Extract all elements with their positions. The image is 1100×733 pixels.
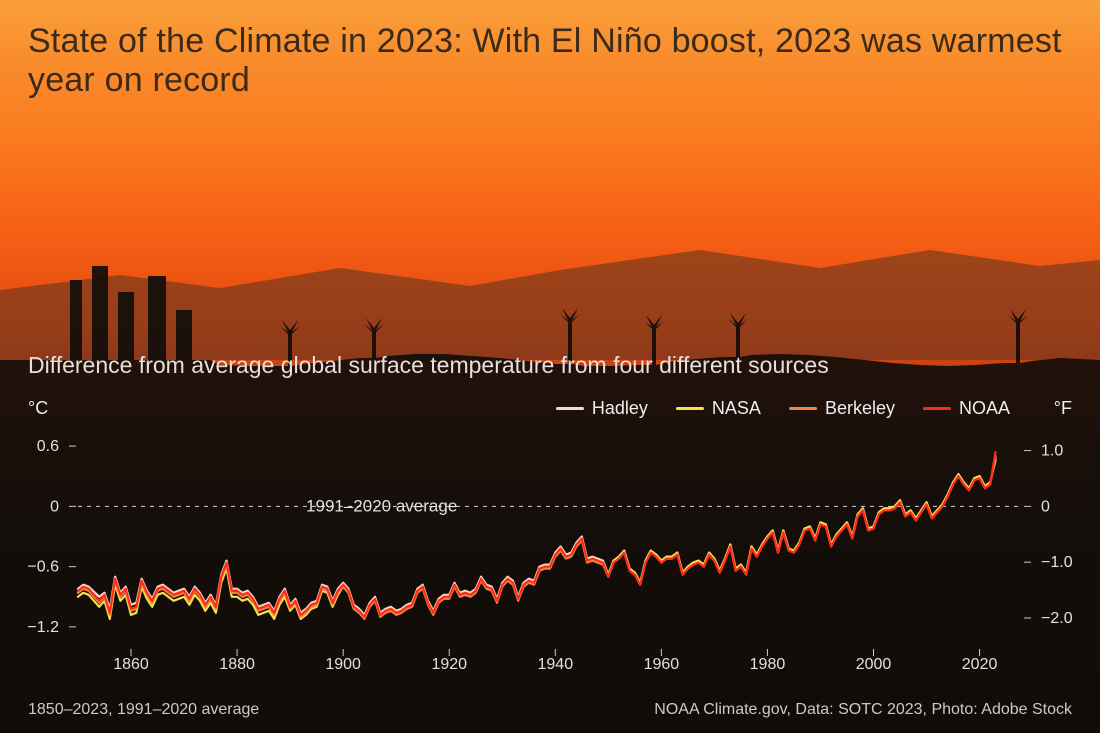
y-tick-right: 0	[1041, 498, 1050, 515]
series-noaa	[78, 452, 996, 617]
y-tick-left: −1.2	[27, 619, 59, 636]
y-tick-left: 0.6	[37, 438, 59, 455]
x-tick: 1880	[219, 656, 255, 673]
headline: State of the Climate in 2023: With El Ni…	[28, 22, 1072, 100]
y-tick-right: −1.0	[1041, 554, 1073, 571]
x-tick: 1940	[538, 656, 574, 673]
y-tick-right: 1.0	[1041, 443, 1063, 460]
x-tick: 1920	[431, 656, 467, 673]
x-tick: 2000	[856, 656, 892, 673]
x-tick: 1960	[644, 656, 680, 673]
chart-subtitle: Difference from average global surface t…	[28, 352, 829, 379]
y-tick-right: −2.0	[1041, 610, 1073, 627]
x-tick: 1980	[750, 656, 786, 673]
footer-date-range: 1850–2023, 1991–2020 average	[28, 701, 259, 719]
footer-credits: NOAA Climate.gov, Data: SOTC 2023, Photo…	[654, 701, 1072, 719]
series-nasa	[78, 458, 996, 619]
series-berkeley	[78, 456, 996, 619]
series-hadley	[78, 460, 996, 615]
baseline-label: 1991–2020 average	[306, 496, 457, 515]
temperature-chart: 1991–2020 average 0.6 0 −0.6 −1.2 1.0 0 −1.0 −2.…	[28, 392, 1072, 677]
y-tick-left: 0	[50, 498, 59, 515]
y-tick-left: −0.6	[27, 559, 59, 576]
x-tick: 1900	[325, 656, 361, 673]
x-tick: 2020	[962, 656, 998, 673]
x-tick: 1860	[113, 656, 149, 673]
